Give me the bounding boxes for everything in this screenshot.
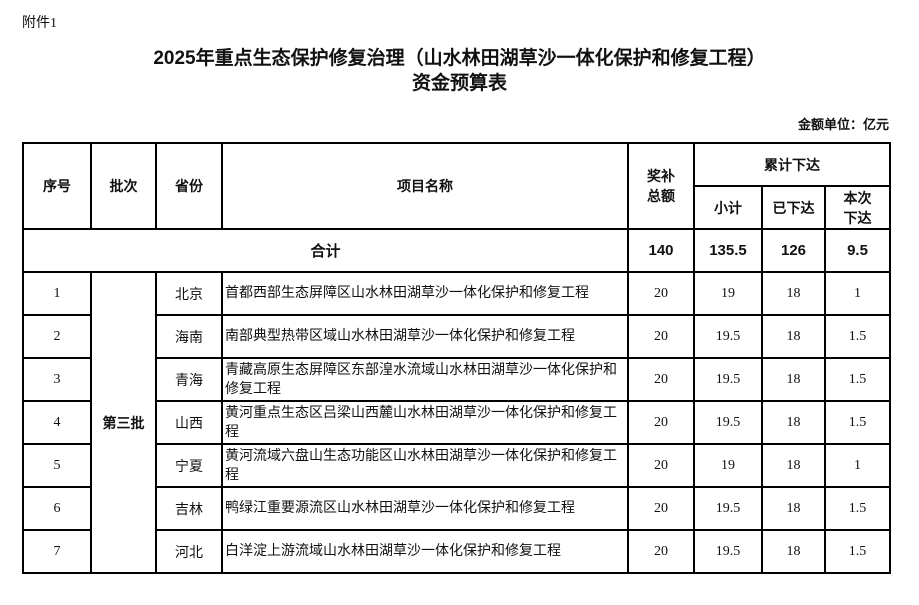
total-label: 合计 <box>22 228 629 273</box>
table-row: 6 吉林 鸭绿江重要源流区山水林田湖草沙一体化保护和修复工程 20 19.5 18 1.5 <box>22 486 892 531</box>
row-total-subsidy: 20 <box>627 271 695 316</box>
table-row: 1 第三批 北京 首都西部生态屏障区山水林田湖草沙一体化保护和修复工程 20 19 18 1 <box>22 271 892 574</box>
header-total-subsidy-text: 奖补总额 <box>647 168 675 204</box>
header-this-time: 本次下达 <box>823 185 892 230</box>
header-batch: 批次 <box>90 142 157 230</box>
row-province: 宁夏 <box>155 443 223 488</box>
row-issued: 18 <box>761 400 826 445</box>
header-province: 省份 <box>155 142 223 230</box>
row-province: 海南 <box>155 314 223 359</box>
row-seq: 7 <box>22 529 92 574</box>
row-seq: 5 <box>22 443 92 488</box>
row-project: 南部典型热带区域山水林田湖草沙一体化保护和修复工程 <box>221 314 629 359</box>
row-this-time: 1.5 <box>823 486 892 531</box>
row-seq: 3 <box>22 357 92 402</box>
row-province: 吉林 <box>155 486 223 531</box>
row-subtotal: 19.5 <box>693 314 763 359</box>
row-this-time: 1.5 <box>823 529 892 574</box>
row-seq: 6 <box>22 486 92 531</box>
row-project: 黄河流域六盘山生态功能区山水林田湖草沙一体化保护和修复工程 <box>221 443 629 488</box>
row-issued: 18 <box>761 529 826 574</box>
budget-table: 序号 批次 省份 项目名称 奖补总额 累计下达 小计 已下达 本次下达 合计 1… <box>22 142 892 574</box>
header-cumulative: 累计下达 <box>692 142 892 187</box>
row-subtotal: 19.5 <box>693 400 763 445</box>
row-total-subsidy: 20 <box>627 357 695 402</box>
attachment-label: 附件1 <box>22 16 57 31</box>
row-project: 白洋淀上游流域山水林田湖草沙一体化保护和修复工程 <box>221 529 629 574</box>
total-subtotal: 135.5 <box>693 228 763 273</box>
row-this-time: 1 <box>823 443 892 488</box>
header-seq: 序号 <box>22 142 92 230</box>
table-row: 3 青海 青藏高原生态屏障区东部湟水流域山水林田湖草沙一体化保护和修复工程 20 19.… <box>22 357 892 402</box>
row-issued: 18 <box>761 271 826 316</box>
row-subtotal: 19.5 <box>693 357 763 402</box>
header-subtotal: 小计 <box>693 185 763 230</box>
row-this-time: 1.5 <box>823 314 892 359</box>
header-project: 项目名称 <box>221 142 629 230</box>
header-issued: 已下达 <box>761 185 826 230</box>
row-issued: 18 <box>761 486 826 531</box>
row-project: 鸭绿江重要源流区山水林田湖草沙一体化保护和修复工程 <box>221 486 629 531</box>
row-province: 山西 <box>155 400 223 445</box>
row-project: 黄河重点生态区吕梁山西麓山水林田湖草沙一体化保护和修复工程 <box>221 400 629 445</box>
table-row: 4 山西 黄河重点生态区吕梁山西麓山水林田湖草沙一体化保护和修复工程 20 19.5 18… <box>22 400 892 445</box>
row-issued: 18 <box>761 314 826 359</box>
row-total-subsidy: 20 <box>627 443 695 488</box>
row-province: 河北 <box>155 529 223 574</box>
document-title: 2025年重点生态保护修复治理（山水林田湖草沙一体化保护和修复工程） <box>153 48 766 69</box>
table-row: 5 宁夏 黄河流域六盘山生态功能区山水林田湖草沙一体化保护和修复工程 20 19 18 1 <box>22 443 892 488</box>
table-row: 2 海南 南部典型热带区域山水林田湖草沙一体化保护和修复工程 20 19.5 18 1.5 <box>22 314 892 359</box>
row-seq: 1 <box>22 271 92 316</box>
row-total-subsidy: 20 <box>627 400 695 445</box>
table-row: 7 河北 白洋淀上游流域山水林田湖草沙一体化保护和修复工程 20 19.5 18 1.5 <box>22 529 892 574</box>
document-subtitle: 资金预算表 <box>411 73 507 94</box>
row-issued: 18 <box>761 443 826 488</box>
header-this-time-text: 本次下达 <box>843 189 872 226</box>
row-this-time: 1 <box>823 271 892 316</box>
row-province: 青海 <box>155 357 223 402</box>
total-issued: 126 <box>761 228 826 273</box>
row-this-time: 1.5 <box>823 357 892 402</box>
total-subsidy: 140 <box>627 228 695 273</box>
row-subtotal: 19 <box>693 443 763 488</box>
row-seq: 4 <box>22 400 92 445</box>
row-seq: 2 <box>22 314 92 359</box>
row-issued: 18 <box>761 357 826 402</box>
row-total-subsidy: 20 <box>627 486 695 531</box>
header-total-subsidy: 奖补总额 <box>627 142 695 230</box>
row-subtotal: 19.5 <box>693 486 763 531</box>
row-project: 首都西部生态屏障区山水林田湖草沙一体化保护和修复工程 <box>221 271 629 316</box>
row-total-subsidy: 20 <box>627 314 695 359</box>
batch-cell: 第三批 <box>90 271 157 574</box>
total-row: 合计 140 135.5 126 9.5 <box>22 228 892 273</box>
row-subtotal: 19.5 <box>693 529 763 574</box>
total-this-time: 9.5 <box>823 228 892 273</box>
unit-label: 金额单位：亿元 <box>797 117 889 132</box>
row-total-subsidy: 20 <box>627 529 695 574</box>
row-subtotal: 19 <box>693 271 763 316</box>
row-project: 青藏高原生态屏障区东部湟水流域山水林田湖草沙一体化保护和修复工程 <box>221 357 629 402</box>
row-this-time: 1.5 <box>823 400 892 445</box>
row-province: 北京 <box>155 271 223 316</box>
